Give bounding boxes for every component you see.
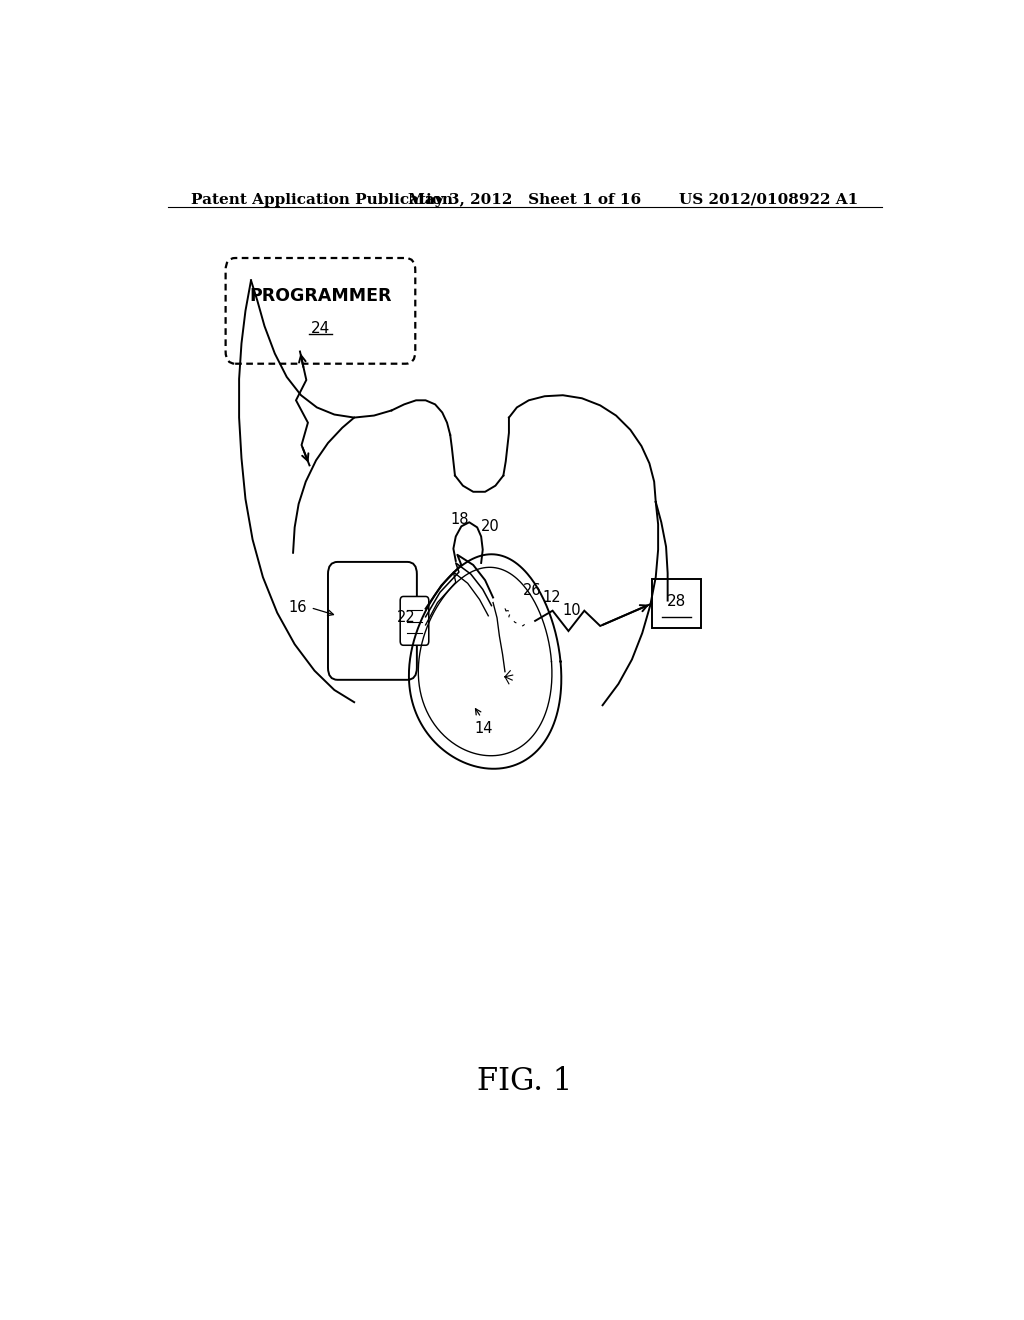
Text: 24: 24	[311, 321, 330, 337]
Text: US 2012/0108922 A1: US 2012/0108922 A1	[679, 193, 858, 207]
FancyBboxPatch shape	[225, 257, 416, 364]
FancyBboxPatch shape	[400, 597, 429, 645]
Text: FIG. 1: FIG. 1	[477, 1065, 572, 1097]
Text: 28: 28	[667, 594, 686, 609]
Text: 20: 20	[481, 519, 500, 533]
Text: 16: 16	[288, 601, 306, 615]
Text: 12: 12	[543, 590, 561, 605]
Text: 22: 22	[396, 610, 416, 626]
FancyBboxPatch shape	[328, 562, 417, 680]
Text: 10: 10	[563, 603, 582, 618]
Text: May 3, 2012   Sheet 1 of 16: May 3, 2012 Sheet 1 of 16	[409, 193, 641, 207]
Text: 26: 26	[523, 583, 542, 598]
Text: 18: 18	[451, 512, 469, 527]
Text: PROGRAMMER: PROGRAMMER	[249, 288, 392, 305]
Text: Patent Application Publication: Patent Application Publication	[191, 193, 454, 207]
Bar	[652, 579, 701, 628]
Text: 14: 14	[474, 722, 493, 737]
